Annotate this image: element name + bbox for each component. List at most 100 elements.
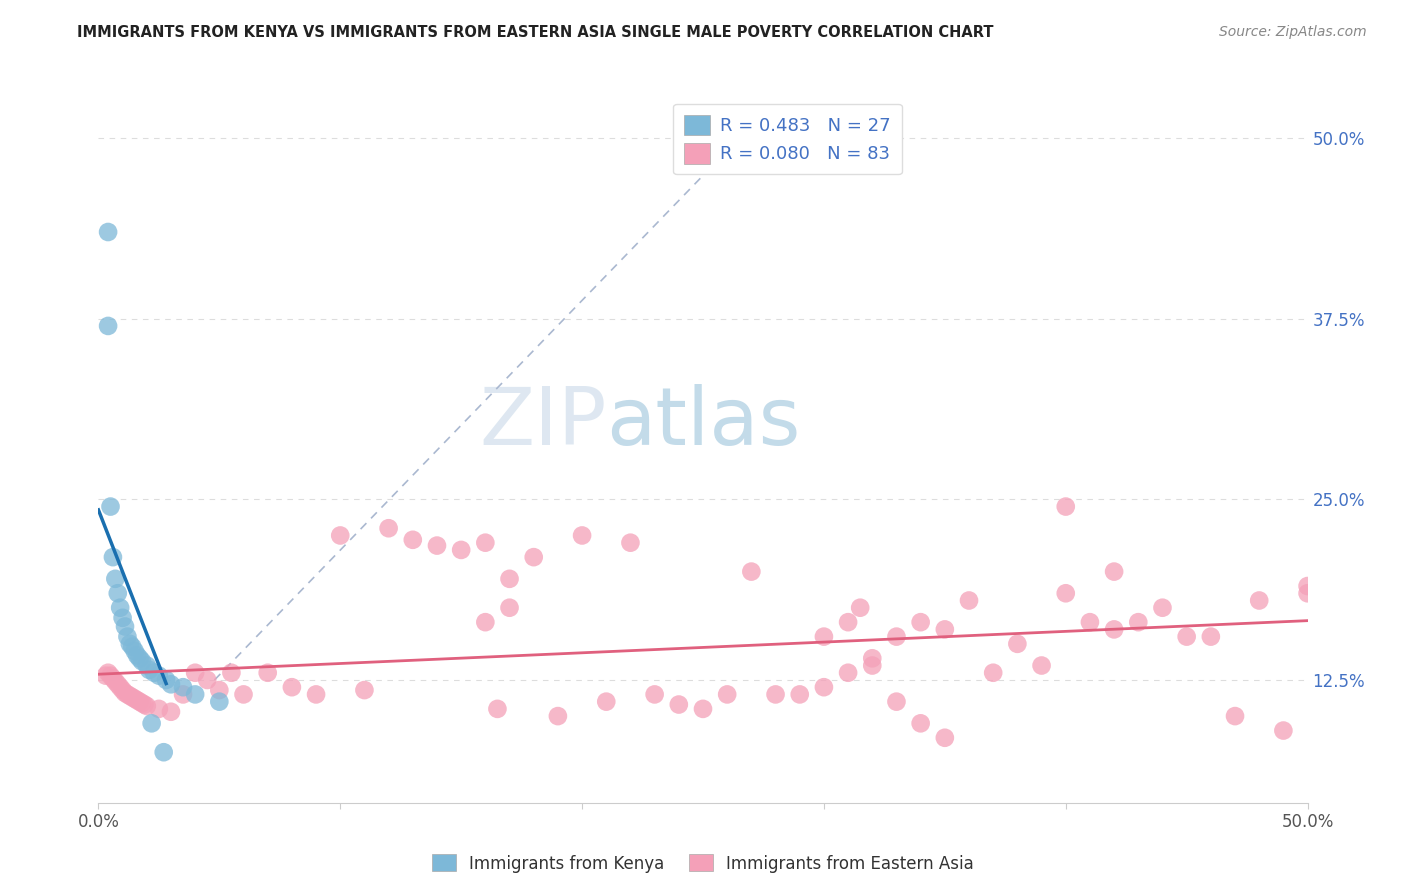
Point	[1272, 723, 1295, 738]
Point	[100, 668, 122, 682]
Point	[849, 600, 872, 615]
Point	[498, 572, 520, 586]
Point	[160, 677, 183, 691]
Point	[486, 702, 509, 716]
Point	[97, 225, 120, 239]
Point	[1031, 658, 1053, 673]
Point	[118, 637, 141, 651]
Point	[114, 686, 136, 700]
Point	[474, 615, 496, 630]
Point	[104, 674, 127, 689]
Point	[155, 673, 177, 687]
Point	[118, 689, 141, 703]
Legend: Immigrants from Kenya, Immigrants from Eastern Asia: Immigrants from Kenya, Immigrants from E…	[426, 847, 980, 880]
Point	[716, 687, 738, 701]
Legend: R = 0.483   N = 27, R = 0.080   N = 83: R = 0.483 N = 27, R = 0.080 N = 83	[673, 103, 901, 174]
Point	[1175, 630, 1198, 644]
Point	[1054, 500, 1077, 514]
Point	[148, 668, 170, 682]
Point	[127, 693, 149, 707]
Point	[97, 318, 120, 333]
Point	[256, 665, 278, 680]
Point	[1296, 579, 1319, 593]
Point	[134, 698, 156, 712]
Point	[281, 680, 304, 694]
Point	[143, 665, 166, 680]
Text: Source: ZipAtlas.com: Source: ZipAtlas.com	[1219, 25, 1367, 39]
Text: atlas: atlas	[606, 384, 800, 462]
Point	[402, 533, 425, 547]
Point	[595, 695, 617, 709]
Point	[474, 535, 496, 549]
Point	[450, 542, 472, 557]
Point	[107, 586, 129, 600]
Point	[94, 668, 117, 682]
Point	[934, 731, 956, 745]
Point	[813, 680, 835, 694]
Point	[195, 673, 218, 687]
Point	[101, 550, 124, 565]
Point	[114, 619, 136, 633]
Point	[910, 615, 932, 630]
Point	[208, 683, 231, 698]
Point	[117, 687, 139, 701]
Point	[740, 565, 762, 579]
Point	[1078, 615, 1101, 630]
Point	[184, 665, 207, 680]
Point	[813, 630, 835, 644]
Point	[910, 716, 932, 731]
Point	[121, 690, 143, 705]
Point	[135, 658, 157, 673]
Point	[127, 648, 149, 663]
Point	[104, 572, 127, 586]
Point	[101, 672, 124, 686]
Point	[121, 640, 143, 654]
Point	[668, 698, 690, 712]
Point	[100, 500, 122, 514]
Point	[111, 611, 134, 625]
Point	[117, 630, 139, 644]
Point	[160, 705, 183, 719]
Point	[108, 680, 131, 694]
Point	[1199, 630, 1222, 644]
Point	[692, 702, 714, 716]
Point	[221, 665, 243, 680]
Point	[523, 550, 546, 565]
Point	[1102, 565, 1125, 579]
Point	[1223, 709, 1246, 723]
Point	[571, 528, 593, 542]
Point	[172, 680, 194, 694]
Text: IMMIGRANTS FROM KENYA VS IMMIGRANTS FROM EASTERN ASIA SINGLE MALE POVERTY CORREL: IMMIGRANTS FROM KENYA VS IMMIGRANTS FROM…	[77, 25, 994, 40]
Point	[1007, 637, 1029, 651]
Point	[111, 683, 134, 698]
Point	[97, 665, 120, 680]
Point	[1152, 600, 1174, 615]
Point	[765, 687, 787, 701]
Point	[128, 651, 150, 665]
Point	[498, 600, 520, 615]
Point	[860, 651, 883, 665]
Point	[981, 665, 1004, 680]
Point	[131, 654, 153, 668]
Point	[644, 687, 666, 701]
Point	[152, 745, 174, 759]
Text: ZIP: ZIP	[479, 384, 606, 462]
Point	[957, 593, 980, 607]
Point	[329, 528, 352, 542]
Point	[1296, 586, 1319, 600]
Point	[837, 665, 859, 680]
Point	[108, 600, 131, 615]
Point	[135, 698, 157, 713]
Point	[131, 696, 153, 710]
Point	[208, 695, 231, 709]
Point	[148, 702, 170, 716]
Point	[1102, 623, 1125, 637]
Point	[353, 683, 375, 698]
Point	[107, 677, 129, 691]
Point	[124, 644, 146, 658]
Point	[1249, 593, 1271, 607]
Point	[141, 716, 163, 731]
Point	[619, 535, 641, 549]
Point	[1128, 615, 1150, 630]
Point	[789, 687, 811, 701]
